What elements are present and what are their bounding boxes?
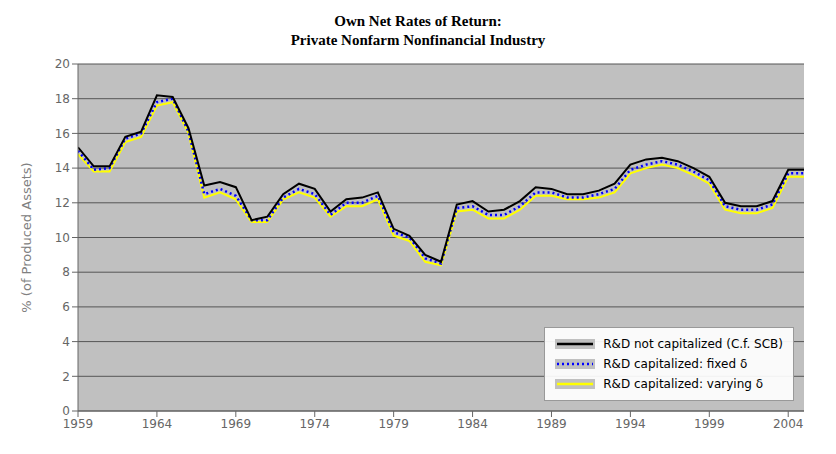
svg-text:1984: 1984 xyxy=(457,417,488,431)
svg-text:0: 0 xyxy=(62,404,70,418)
svg-text:12: 12 xyxy=(55,196,70,210)
svg-text:6: 6 xyxy=(62,300,70,314)
svg-text:16: 16 xyxy=(55,127,70,141)
svg-text:10: 10 xyxy=(55,231,70,245)
svg-text:1979: 1979 xyxy=(378,417,409,431)
svg-text:20: 20 xyxy=(55,57,70,71)
html-text:Own Net Rates of Return:: Own Net Rates of Return: xyxy=(334,13,502,29)
svg-text:2: 2 xyxy=(62,370,70,384)
svg-text:18: 18 xyxy=(55,92,70,106)
html-text:R&D not capitalized (C.f. SCB): R&D not capitalized (C.f. SCB) xyxy=(603,337,783,351)
svg-text:1964: 1964 xyxy=(142,417,173,431)
svg-text:% (of Produced Assets): % (of Produced Assets) xyxy=(19,162,34,312)
svg-text:1989: 1989 xyxy=(536,417,567,431)
svg-text:2004: 2004 xyxy=(773,417,804,431)
svg-text:14: 14 xyxy=(55,161,70,175)
html-text:Private Nonfarm Nonfinancial I: Private Nonfarm Nonfinancial Industry xyxy=(290,32,546,48)
svg-text:4: 4 xyxy=(62,335,70,349)
html-text:R&D capitalized: varying δ: R&D capitalized: varying δ xyxy=(603,377,763,391)
html-text:R&D capitalized: fixed δ: R&D capitalized: fixed δ xyxy=(603,357,748,371)
svg-text:1999: 1999 xyxy=(694,417,725,431)
svg-text:1959: 1959 xyxy=(63,417,94,431)
svg-text:1969: 1969 xyxy=(221,417,252,431)
svg-text:1974: 1974 xyxy=(299,417,330,431)
svg-text:1994: 1994 xyxy=(615,417,646,431)
svg-text:8: 8 xyxy=(62,265,70,279)
